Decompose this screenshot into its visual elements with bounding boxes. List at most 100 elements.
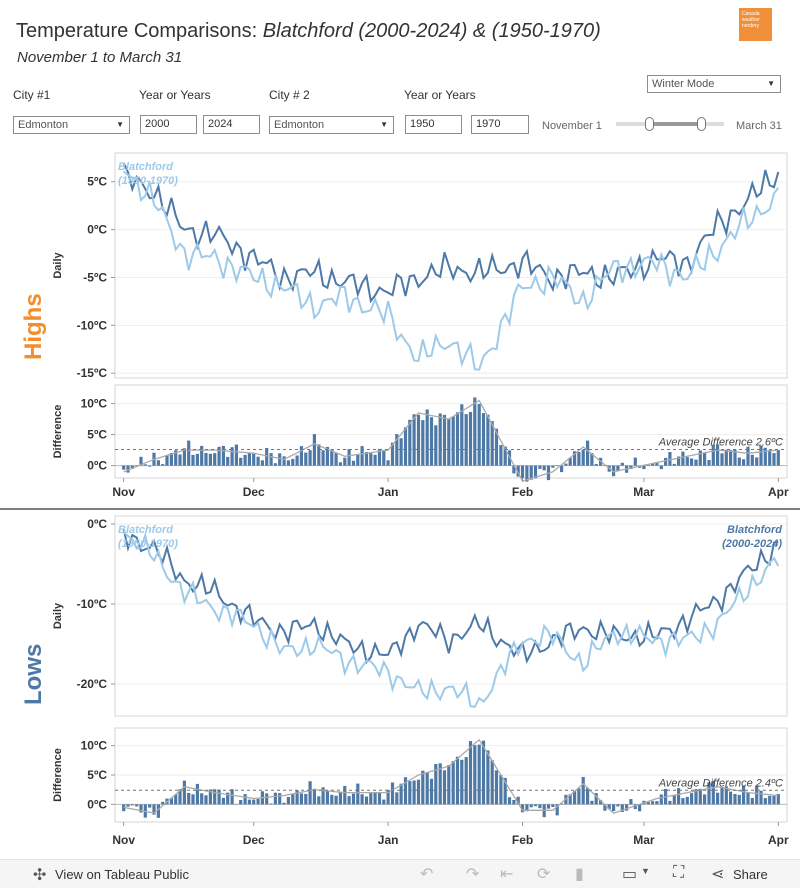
y-tick-label: 5ºC [87,768,107,782]
difference-bar [659,794,663,805]
pause-icon[interactable]: ▮ [575,866,584,883]
chevron-down-icon[interactable]: ▼ [641,866,650,876]
difference-bar [161,464,165,466]
difference-bar [425,409,429,466]
difference-bar [221,797,225,805]
difference-bar [174,794,178,805]
revert-icon[interactable]: ⇤ [500,866,514,883]
difference-bar [529,804,533,808]
difference-bar [568,457,572,466]
difference-bar [742,785,746,805]
difference-bar [729,791,733,805]
year1-start-input[interactable]: 2000 [140,115,197,134]
difference-bar [373,454,377,466]
x-tick-label: Apr [768,485,789,499]
plot-frame [114,515,788,717]
y-tick-label: -15ºC [77,366,108,380]
page-title: Temperature Comparisons: Blatchford (200… [16,20,601,43]
slider-end-handle[interactable] [697,117,706,131]
difference-bar [347,796,351,805]
difference-bar [555,804,559,816]
difference-bar [182,780,186,805]
difference-bar [690,793,694,805]
city1-dropdown[interactable]: Edmonton ▼ [13,116,130,134]
slider-start-handle[interactable] [645,117,654,131]
difference-bar [286,797,290,805]
difference-bar [720,786,724,805]
difference-bar [364,452,369,466]
difference-bar [737,794,741,805]
difference-bar [768,450,772,466]
difference-bar [208,453,212,466]
difference-bar [590,800,594,805]
difference-bar [564,463,568,466]
difference-bar [494,770,499,805]
difference-bar [546,804,551,809]
view-on-tableau-link[interactable]: View on Tableau Public [55,867,189,882]
x-tick-label: Feb [512,485,533,499]
difference-bar [126,804,130,807]
x-tick-label: Jan [378,833,399,847]
city2-dropdown[interactable]: Edmonton ▼ [269,116,394,134]
difference-bar [143,464,147,466]
charts-canvas: 5ºC 0ºC -5ºC -10ºC -15ºC Daily Blatchford (1950… [0,152,800,847]
trend-line [123,399,779,482]
difference-bar [408,419,412,466]
difference-bar [317,796,321,805]
difference-bar [646,465,650,466]
difference-bar [377,792,382,805]
difference-bar [429,417,434,466]
difference-bar [759,790,763,805]
difference-bar [638,804,642,812]
difference-bar [560,803,564,805]
difference-bar [364,796,369,805]
slider-end-label: March 31 [736,120,782,132]
fullscreen-icon[interactable]: ⛶ [673,864,685,881]
difference-bar [586,440,590,466]
difference-bar [234,444,238,466]
difference-bar [182,448,186,466]
year1-end-input[interactable]: 2024 [203,115,260,134]
share-button[interactable]: Share [733,867,768,882]
difference-bar [603,804,607,811]
difference-bar [252,799,256,805]
difference-bar [130,465,134,469]
difference-bar [360,446,364,466]
difference-bar [243,454,247,466]
redo-icon[interactable]: ↷ [466,866,480,883]
difference-bar [447,765,451,805]
difference-bar [412,414,416,466]
difference-bar [703,452,707,466]
undo-icon[interactable]: ↶ [420,866,434,883]
refresh-icon[interactable]: ⟳ [537,866,551,883]
difference-bar [421,420,425,466]
difference-bar [772,795,776,805]
year2-start-input[interactable]: 1950 [405,115,462,134]
difference-bar [330,794,334,805]
device-preview-icon[interactable]: ▭ [622,866,638,883]
difference-bar [200,445,204,466]
difference-bar [386,460,390,466]
difference-bar [499,775,503,805]
difference-bar [403,777,408,805]
difference-bar [278,793,282,805]
y-tick-label: -5ºC [83,270,107,284]
difference-bar [490,421,494,466]
series-annotation: Blatchford [118,524,173,536]
difference-bar [455,756,460,805]
mode-dropdown[interactable]: Winter Mode ▼ [647,75,781,93]
difference-bar [659,465,663,470]
difference-bar [278,453,282,466]
difference-bar [633,457,637,466]
share-icon[interactable]: ⋖ [711,866,725,883]
difference-bar [295,455,299,466]
difference-bar [724,449,728,466]
trend-line [123,738,779,814]
mode-value: Winter Mode [652,78,715,90]
difference-bar [399,783,403,805]
difference-bar [681,451,685,466]
difference-bar [239,457,243,466]
difference-bar [390,782,395,805]
difference-bar [776,449,780,466]
year2-end-input[interactable]: 1970 [471,115,529,134]
